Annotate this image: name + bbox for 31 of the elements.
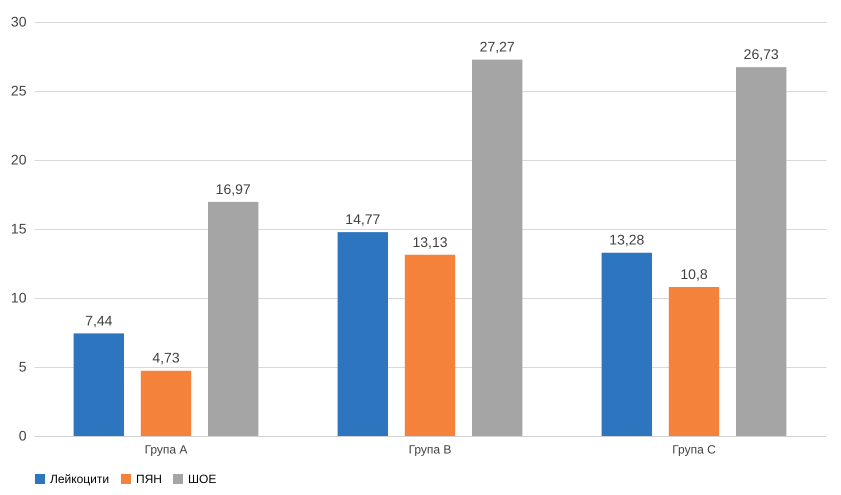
x-tick-label: Група С [672,442,716,456]
bar [338,232,388,436]
y-tick-label: 30 [10,14,27,30]
data-label: 10,8 [680,266,708,282]
data-label: 13,13 [412,234,448,250]
data-label: 14,77 [345,211,381,228]
bar [602,252,652,436]
bar [74,333,124,436]
y-tick-label: 0 [18,428,27,444]
data-label: 26,73 [744,46,779,62]
legend-label: Лейкоцити [50,472,110,486]
data-label: 7,44 [85,312,113,328]
bar [736,67,786,436]
bar [404,254,456,436]
bar [208,202,258,436]
data-label: 13,28 [609,232,645,248]
bar [140,370,192,436]
data-label: 16,97 [216,180,251,197]
y-tick-label: 10 [10,290,27,306]
data-label: 4,73 [152,350,180,366]
x-tick-label: Група А [144,442,188,456]
y-tick-label: 20 [10,152,27,168]
y-tick-label: 5 [18,358,27,374]
legend-label: ПЯН [136,472,162,486]
y-tick-label: 15 [10,220,27,236]
legend-label: ШОЕ [188,472,216,486]
x-tick-label: Група В [408,442,452,456]
bar [472,60,522,436]
bar [668,286,720,436]
y-tick-label: 25 [10,82,27,98]
data-label: 27,27 [480,38,515,55]
